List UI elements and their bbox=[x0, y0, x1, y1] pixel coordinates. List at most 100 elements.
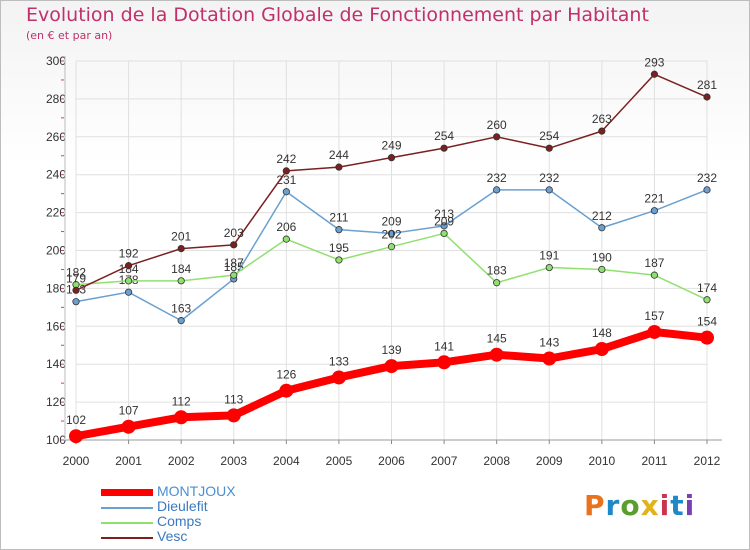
x-tick-label: 2001 bbox=[115, 454, 142, 468]
legend-label: Comps bbox=[157, 513, 202, 529]
data-point-comps bbox=[440, 229, 448, 238]
data-label-dieulefit: 232 bbox=[539, 171, 559, 185]
data-point-montjoux bbox=[437, 355, 452, 370]
x-tick-label: 2011 bbox=[642, 454, 668, 468]
data-point-vesc bbox=[650, 70, 659, 78]
data-point-comps bbox=[703, 296, 711, 304]
data-point-vesc bbox=[545, 144, 553, 152]
data-point-dieulefit bbox=[493, 186, 501, 194]
data-label-montjoux: 154 bbox=[697, 315, 717, 329]
data-label-comps: 187 bbox=[224, 256, 244, 270]
data-point-comps bbox=[177, 277, 185, 285]
data-label-vesc: 203 bbox=[224, 226, 244, 240]
data-point-dieulefit bbox=[387, 229, 396, 238]
data-point-vesc bbox=[282, 167, 290, 175]
y-tick-label: 300 bbox=[46, 54, 66, 68]
data-label-montjoux: 113 bbox=[224, 392, 243, 406]
data-label-montjoux: 139 bbox=[381, 343, 401, 357]
y-tick-label: 200 bbox=[46, 244, 66, 258]
chart-title: Evolution de la Dotation Globale de Fonc… bbox=[26, 4, 649, 26]
data-label-comps: 209 bbox=[434, 214, 454, 228]
legend-item-vesc: Vesc bbox=[101, 528, 321, 545]
x-tick-label: 2012 bbox=[694, 454, 721, 468]
brand-letter: i bbox=[684, 489, 696, 522]
data-point-montjoux bbox=[331, 370, 346, 385]
data-point-montjoux bbox=[384, 359, 399, 374]
data-label-montjoux: 141 bbox=[434, 339, 454, 353]
brand-letter: i bbox=[659, 489, 671, 522]
data-point-vesc bbox=[440, 144, 448, 152]
data-point-vesc bbox=[72, 286, 80, 294]
data-point-vesc bbox=[598, 127, 606, 135]
y-tick-label: 180 bbox=[46, 281, 66, 295]
brand-letter: o bbox=[620, 489, 641, 522]
data-label-vesc: 192 bbox=[119, 247, 139, 261]
legend-item-comps: Comps bbox=[101, 513, 321, 530]
y-tick-label: 120 bbox=[46, 395, 66, 409]
data-label-comps: 190 bbox=[592, 250, 612, 264]
x-tick-label: 2003 bbox=[220, 454, 247, 468]
data-point-dieulefit bbox=[650, 207, 659, 215]
x-tick-label: 2009 bbox=[536, 454, 563, 468]
brand-letter: x bbox=[640, 489, 660, 522]
data-label-dieulefit: 209 bbox=[381, 214, 401, 228]
data-label-vesc: 244 bbox=[329, 148, 349, 162]
data-point-dieulefit bbox=[124, 288, 133, 296]
legend-label: Dieulefit bbox=[157, 498, 208, 514]
data-point-vesc bbox=[230, 241, 238, 249]
data-label-montjoux: 143 bbox=[539, 336, 559, 350]
data-label-dieulefit: 213 bbox=[434, 207, 454, 221]
data-point-vesc bbox=[493, 133, 501, 141]
data-label-comps: 174 bbox=[697, 281, 717, 295]
data-label-vesc: 263 bbox=[592, 112, 612, 126]
data-point-vesc bbox=[124, 262, 133, 270]
data-label-comps: 182 bbox=[66, 266, 86, 280]
data-point-montjoux bbox=[174, 410, 189, 425]
y-tick-label: 240 bbox=[46, 168, 66, 182]
data-label-comps: 206 bbox=[276, 220, 296, 234]
brand-letter: t bbox=[670, 489, 685, 522]
data-point-comps bbox=[230, 271, 238, 279]
data-point-montjoux bbox=[700, 330, 714, 345]
data-label-comps: 202 bbox=[381, 228, 401, 242]
data-label-montjoux: 107 bbox=[119, 404, 139, 418]
x-tick-label: 2008 bbox=[483, 454, 510, 468]
x-tick-label: 2004 bbox=[273, 454, 300, 468]
data-point-vesc bbox=[703, 93, 711, 101]
data-label-vesc: 260 bbox=[487, 118, 507, 132]
data-label-dieulefit: 232 bbox=[697, 171, 717, 185]
data-point-montjoux bbox=[647, 324, 662, 339]
brand-letter: r bbox=[605, 489, 621, 522]
data-point-comps bbox=[387, 243, 396, 251]
legend-swatch bbox=[101, 522, 153, 524]
data-label-vesc: 179 bbox=[66, 271, 86, 285]
data-point-dieulefit bbox=[545, 186, 553, 194]
y-tick-label: 220 bbox=[46, 206, 66, 220]
data-label-comps: 183 bbox=[487, 264, 507, 278]
data-label-montjoux: 145 bbox=[487, 332, 507, 346]
data-label-montjoux: 133 bbox=[329, 354, 349, 368]
data-label-dieulefit: 232 bbox=[487, 171, 507, 185]
data-label-montjoux: 157 bbox=[644, 309, 664, 323]
legend-swatch bbox=[101, 489, 153, 496]
legend-swatch bbox=[101, 507, 153, 509]
data-label-montjoux: 112 bbox=[172, 394, 191, 408]
y-tick-label: 100 bbox=[46, 433, 66, 447]
data-label-dieulefit: 221 bbox=[644, 192, 664, 206]
data-label-dieulefit: 185 bbox=[224, 260, 244, 274]
data-label-comps: 191 bbox=[539, 249, 559, 263]
data-label-vesc: 242 bbox=[276, 152, 296, 166]
data-point-dieulefit bbox=[282, 188, 290, 196]
data-label-montjoux: 102 bbox=[66, 413, 86, 427]
data-point-montjoux bbox=[542, 351, 557, 366]
data-point-vesc bbox=[177, 245, 185, 253]
data-point-comps bbox=[650, 271, 659, 279]
data-label-dieulefit: 211 bbox=[329, 211, 348, 225]
x-tick-label: 2002 bbox=[168, 454, 195, 468]
brand-letter: P bbox=[584, 489, 606, 522]
legend-label: MONTJOUX bbox=[157, 483, 236, 499]
y-tick-label: 280 bbox=[46, 92, 66, 106]
data-point-comps bbox=[598, 265, 606, 274]
data-label-comps: 184 bbox=[171, 262, 191, 276]
